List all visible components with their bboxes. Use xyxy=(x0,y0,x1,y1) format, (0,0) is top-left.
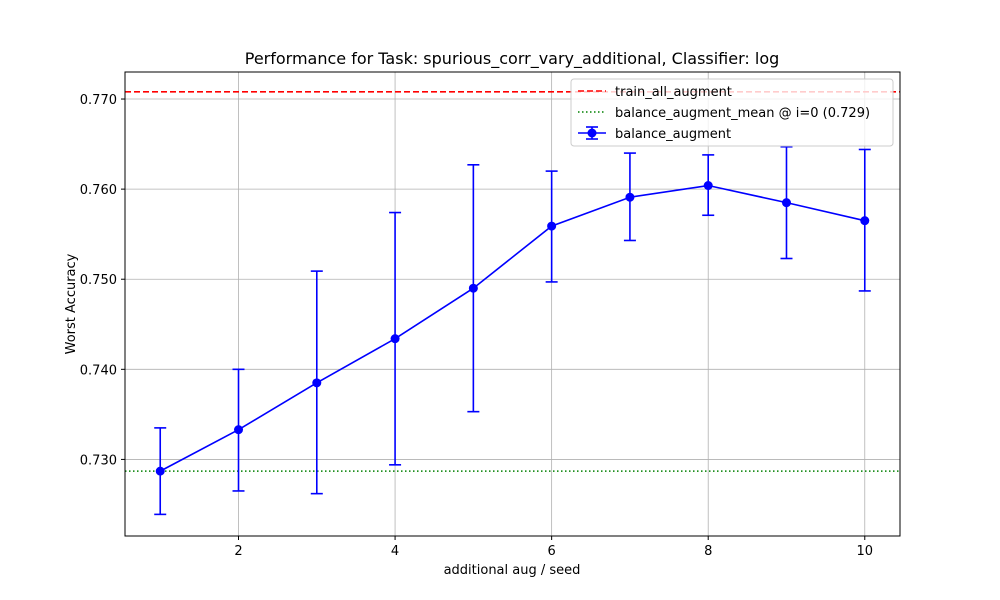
legend: train_all_augment balance_augment_mean @… xyxy=(570,78,894,147)
x-tick-label: 6 xyxy=(548,544,556,559)
data-point xyxy=(547,221,557,231)
reference-lines xyxy=(125,91,900,472)
chart-title: Performance for Task: spurious_corr_vary… xyxy=(245,49,780,69)
series-line-balance-augment xyxy=(159,184,865,472)
data-point xyxy=(625,192,635,202)
legend-label-train-all-augment: train_all_augment xyxy=(615,85,732,100)
data-point xyxy=(390,334,400,344)
y-tick-label: 0.770 xyxy=(80,93,117,108)
y-tick-label: 0.730 xyxy=(80,453,117,468)
plot-frame xyxy=(124,71,901,537)
data-point xyxy=(781,198,791,208)
legend-swatch-balance-augment xyxy=(578,126,606,140)
data-point xyxy=(468,283,478,293)
y-tick-label: 0.760 xyxy=(80,183,117,198)
x-tick-label: 8 xyxy=(704,544,712,559)
legend-label-balance-augment-mean: balance_augment_mean @ i=0 (0.729) xyxy=(615,106,870,121)
data-point xyxy=(312,378,322,388)
x-tick-label: 10 xyxy=(856,544,873,559)
x-axis-label: additional aug / seed xyxy=(444,563,581,578)
x-tick-label: 4 xyxy=(391,544,399,559)
series-layer xyxy=(154,145,871,516)
data-point xyxy=(703,181,713,191)
legend-label-balance-augment: balance_augment xyxy=(615,127,731,142)
legend-box xyxy=(570,78,894,147)
data-point xyxy=(234,425,244,435)
data-point xyxy=(155,466,165,476)
y-tick-label: 0.750 xyxy=(80,273,117,288)
y-axis-label: Worst Accuracy xyxy=(64,253,79,354)
x-tick-label: 2 xyxy=(234,544,242,559)
y-tick-label: 0.740 xyxy=(80,363,117,378)
ticks: 2 4 6 8 10 0.730 0.740 0.750 0.760 0.770 xyxy=(80,93,873,559)
data-point xyxy=(860,216,870,226)
